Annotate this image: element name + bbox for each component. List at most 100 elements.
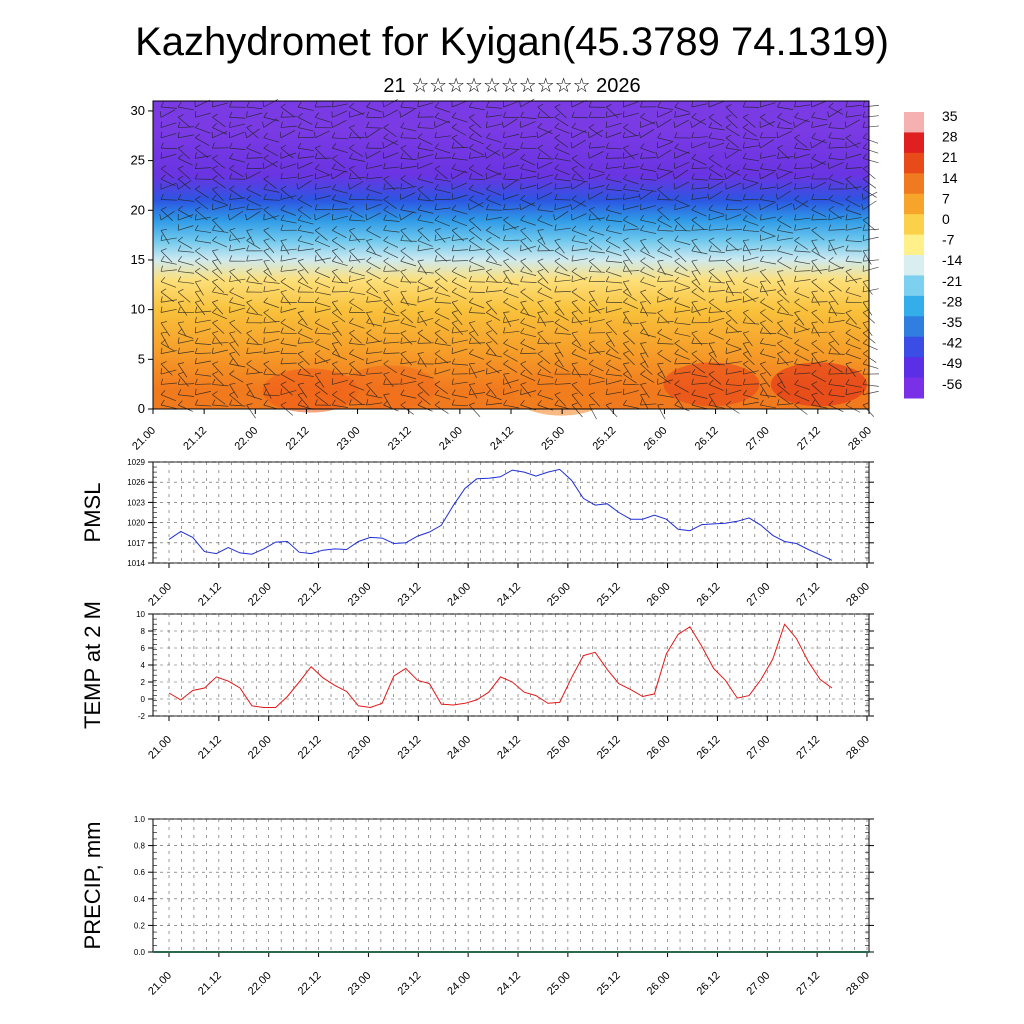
wind-barb-flag [263,383,270,385]
wind-barb [794,270,811,272]
wind-barb-flag [212,113,218,118]
wind-barb [263,260,272,276]
wind-barb-flag [640,203,642,210]
wind-barb [811,218,828,221]
wind-barb [725,182,741,190]
wind-barb-flag [160,296,163,303]
wind-barb-flag [588,265,592,272]
wind-barb [400,192,416,200]
wind-barb-flag [554,327,558,334]
wind-barb [571,229,588,237]
wind-barb-flag [349,368,353,375]
wind-barb-flag [177,347,180,354]
wind-barb-flag [640,143,645,149]
wind-barb-flag [417,381,424,385]
wind-barb [862,266,879,272]
wind-barb [588,127,603,138]
wind-barb-flag [520,318,525,324]
wind-barb [777,332,793,340]
wind-barb-flag [537,277,543,282]
wind-barb [160,168,175,179]
wind-barb [537,230,546,245]
wind-barb [725,117,738,129]
wind-barb [588,343,601,355]
wind-barb [451,312,463,326]
wind-barb-flag [297,286,301,293]
wind-barb [417,384,430,396]
wind-barb-flag [725,286,729,293]
wind-barb-flag [691,269,698,272]
wind-barb [452,394,468,399]
wind-barb [451,281,467,290]
wind-barb [349,127,361,140]
wind-barb-flag [845,287,850,293]
wind-barb-flag [811,290,818,293]
wind-barb [366,402,383,406]
x-tick-label: 21.00 [146,581,174,609]
wind-barb [777,322,789,335]
wind-barb-flag [263,360,270,365]
wind-barb-flag [332,361,338,365]
wind-barb [246,404,256,419]
wind-barb [657,332,673,341]
wind-barb [674,309,691,313]
wind-barb-flag [588,299,595,303]
wind-barb-flag [794,214,797,221]
wind-barb [383,363,398,374]
wind-barb-flag [280,103,287,108]
y-tick-label: 8 [141,627,146,636]
wind-barb-flag [862,175,869,180]
wind-barb [725,214,742,221]
wind-barb [263,271,277,282]
wind-barb [451,137,465,149]
wind-barb-flag [828,300,835,303]
wind-barb [794,279,811,283]
wind-barb [434,157,451,159]
wind-barb-flag [828,194,834,200]
wind-barb [263,188,280,193]
wind-barb-flag [160,255,165,262]
wind-barb-flag [400,296,405,303]
wind-barb-flag [537,337,541,344]
wind-barb [366,212,381,221]
wind-barb-flag [486,132,491,139]
wind-barb [794,343,809,352]
wind-barb-flag [331,286,335,293]
wind-barb [212,127,228,135]
wind-barb [212,158,226,169]
wind-barb [674,240,691,245]
wind-barb-flag [366,238,373,241]
y-tick-label: 4 [141,661,146,670]
wind-barb [332,240,346,250]
wind-barb [828,146,845,149]
wind-barb-flag [605,255,610,262]
wind-barb-flag [314,172,317,179]
wind-barb [554,291,571,293]
wind-barb-flag [366,317,371,323]
wind-barb-flag [160,174,166,180]
wind-barb [160,308,177,313]
wind-barb-flag [280,401,287,406]
wind-barb [708,181,724,190]
x-tick-label: 28.00 [844,734,872,762]
wind-barb [742,240,752,255]
wind-barb [708,215,725,221]
colorbar-segment [904,336,924,358]
wind-barb [640,302,649,317]
wind-barb-flag [554,143,560,149]
wind-barb-flag [246,236,252,241]
wind-barb [588,373,605,380]
wind-barb-flag [297,142,302,149]
wind-barb-flag [862,279,869,283]
wind-barb [725,168,741,176]
wind-barb-flag [159,111,162,118]
wind-barb [195,310,212,313]
wind-barb-flag [332,342,339,344]
wind-barb [588,380,605,385]
wind-barb [246,372,263,375]
wind-barb-flag [605,359,611,365]
wind-barb [845,384,862,388]
wind-barb-flag [811,370,817,375]
wind-barb-flag [279,131,282,138]
wind-barb-flag [331,399,336,406]
